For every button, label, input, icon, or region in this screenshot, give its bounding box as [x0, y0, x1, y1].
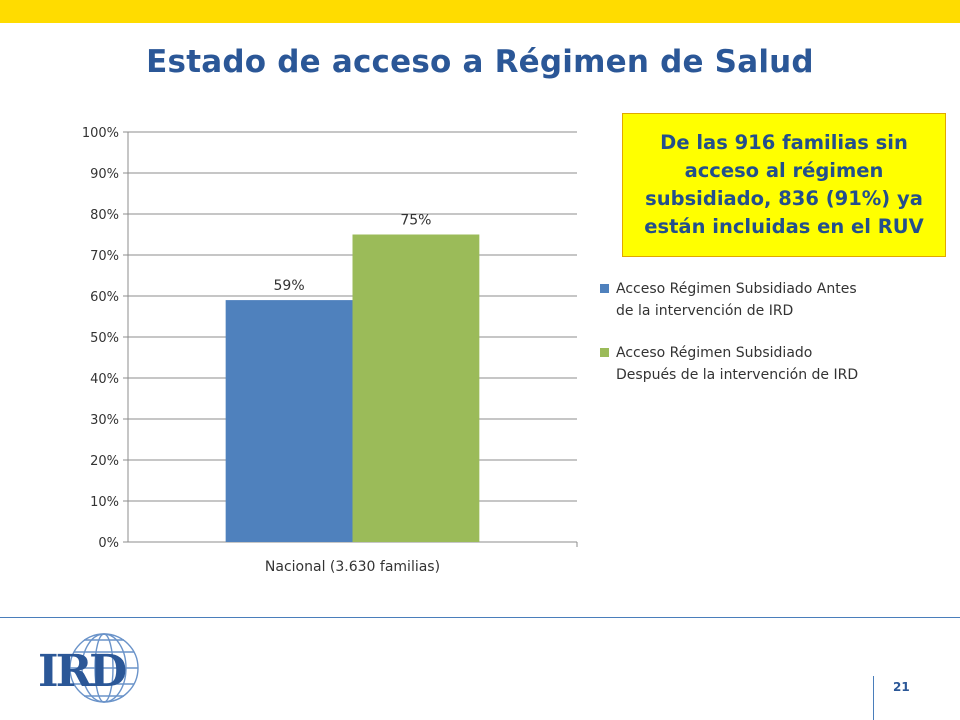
y-tick-label: 90%	[90, 167, 119, 182]
ird-logo-text: IRD	[38, 646, 127, 697]
y-tick-label: 10%	[90, 495, 119, 510]
y-tick-label: 40%	[90, 372, 119, 387]
callout-text: De las 916 familias sin acceso al régime…	[644, 131, 924, 238]
page-number: 21	[893, 680, 910, 694]
chart-legend: Acceso Régimen Subsidiado Antes de la in…	[600, 278, 870, 406]
y-tick-label: 20%	[90, 454, 119, 469]
legend-label-antes: Acceso Régimen Subsidiado Antes de la in…	[616, 281, 857, 319]
y-tick-label: 30%	[90, 413, 119, 428]
y-tick-label: 0%	[98, 536, 119, 551]
globe-icon	[69, 633, 139, 703]
bar-1	[352, 234, 480, 542]
footer-divider	[0, 617, 960, 618]
legend-swatch-antes	[600, 284, 609, 293]
y-tick-label: 70%	[90, 249, 119, 264]
footer-vertical-divider	[873, 676, 874, 720]
y-tick-label: 80%	[90, 208, 119, 223]
legend-label-despues: Acceso Régimen Subsidiado Después de la …	[616, 345, 859, 383]
slide-title: Estado de acceso a Régimen de Salud	[146, 44, 814, 80]
y-tick-label: 100%	[82, 126, 119, 141]
y-tick-label: 60%	[90, 290, 119, 305]
bar-0	[225, 300, 353, 542]
data-label-0: 59%	[274, 278, 305, 294]
callout-box: De las 916 familias sin acceso al régime…	[622, 113, 946, 257]
data-label-1: 75%	[400, 213, 431, 229]
legend-item-despues: Acceso Régimen Subsidiado Después de la …	[600, 342, 870, 386]
ird-logo: IRD	[38, 632, 148, 704]
y-tick-label: 50%	[90, 331, 119, 346]
legend-item-antes: Acceso Régimen Subsidiado Antes de la in…	[600, 278, 870, 322]
x-category-label: Nacional (3.630 familias)	[265, 559, 440, 575]
top-accent-band	[0, 0, 960, 23]
legend-swatch-despues	[600, 348, 609, 357]
